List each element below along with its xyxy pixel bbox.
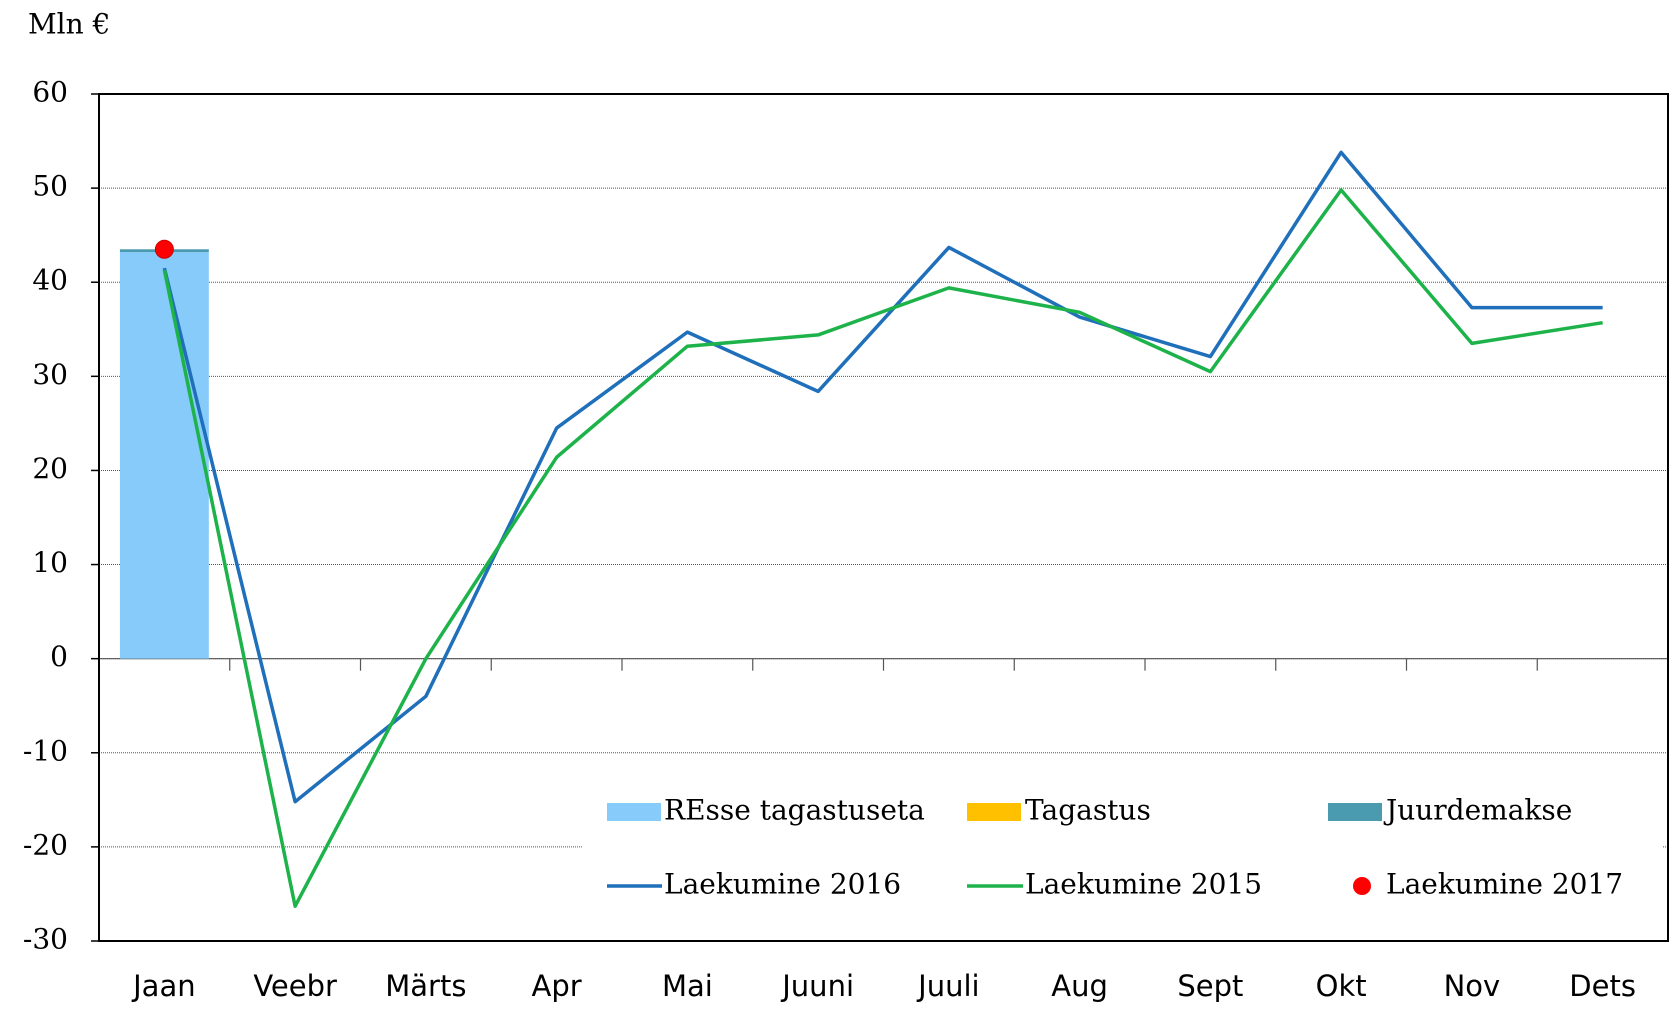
x-tick-label: Aug — [1051, 969, 1108, 1003]
x-tick-label: Veebr — [253, 969, 337, 1003]
x-tick-label: Märts — [385, 969, 466, 1003]
y-tick-label: 10 — [32, 546, 68, 579]
legend-label: Laekumine 2015 — [1025, 868, 1262, 901]
x-tick-label: Nov — [1444, 969, 1501, 1003]
y-tick-label: 50 — [32, 170, 68, 203]
legend-swatch — [967, 803, 1021, 821]
x-tick-label: Dets — [1569, 969, 1636, 1003]
x-tick-label: Sept — [1177, 969, 1243, 1003]
x-tick-label: Okt — [1316, 969, 1367, 1003]
plot-frame — [98, 93, 1669, 942]
y-tick-label: 40 — [32, 264, 68, 297]
y-tick-label: -10 — [23, 734, 68, 767]
x-tick-label: Juuli — [916, 969, 979, 1003]
legend-swatch — [1353, 877, 1371, 895]
x-tick-label: Mai — [662, 969, 713, 1003]
line — [162, 188, 1603, 908]
x-tick-label: Juuni — [780, 969, 854, 1003]
line — [162, 150, 1603, 804]
y-tick-label: -30 — [23, 923, 68, 956]
legend-swatch — [607, 803, 661, 821]
y-tick-label: 0 — [50, 640, 68, 673]
legend-label: REsse tagastuseta — [664, 794, 925, 827]
point — [154, 239, 174, 259]
x-tick-label: Jaan — [131, 969, 195, 1003]
y-tick-label: 20 — [32, 452, 68, 485]
legend-label: Juurdemakse — [1383, 794, 1572, 827]
x-tick-label: Apr — [532, 969, 582, 1003]
bar — [119, 252, 209, 659]
legend-label: Tagastus — [1025, 794, 1151, 827]
legend-box — [582, 770, 1662, 935]
y-tick-label: 60 — [32, 76, 68, 109]
y-tick-label: 30 — [32, 358, 68, 391]
legend-swatch — [1328, 803, 1382, 821]
y-tick-label: -20 — [23, 828, 68, 861]
legend-label: Laekumine 2016 — [664, 868, 901, 901]
y-axis-label: Mln € — [28, 8, 110, 41]
legend-label: Laekumine 2017 — [1386, 868, 1623, 901]
